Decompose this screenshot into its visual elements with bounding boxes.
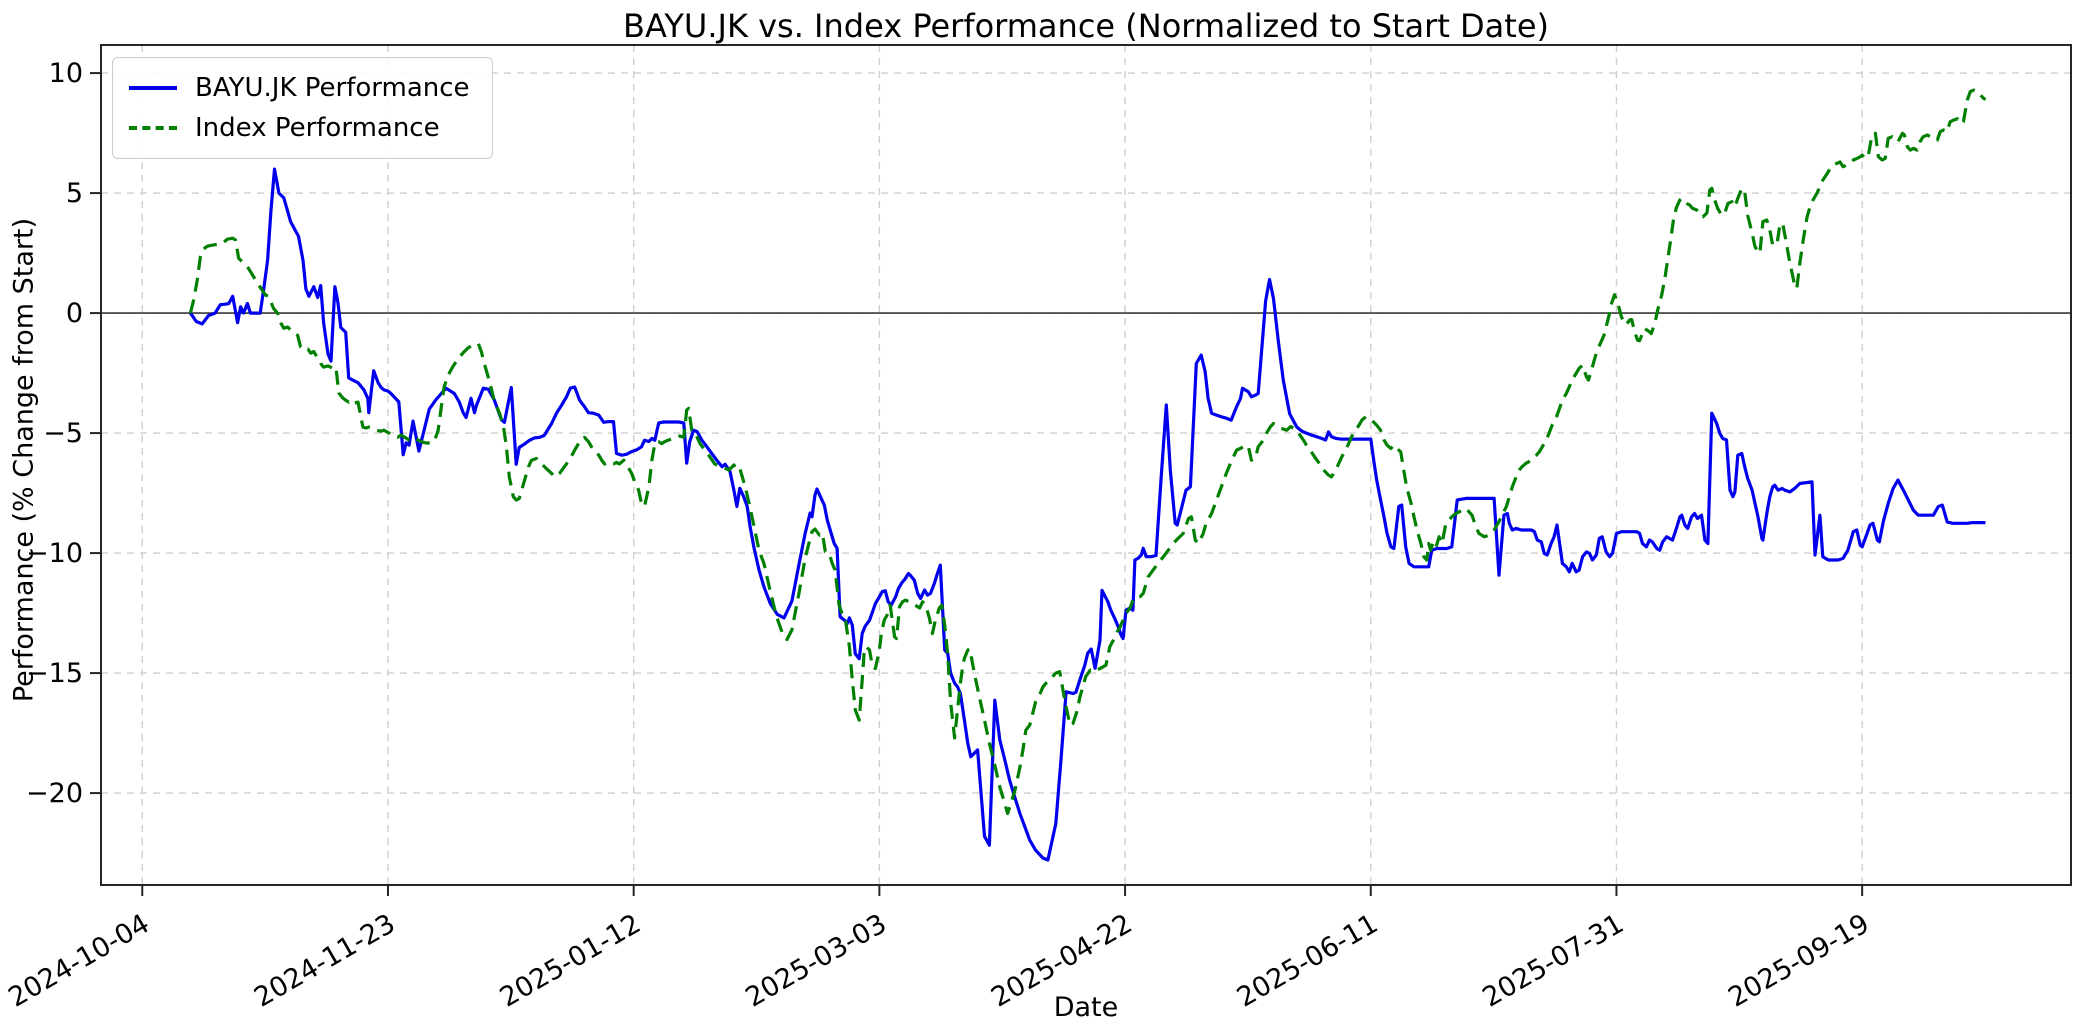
x-axis-label: Date: [1053, 992, 1119, 1023]
legend-label-index: Index Performance: [195, 113, 440, 143]
plot-border: [100, 44, 2072, 886]
y-tick-label: −10: [26, 538, 83, 569]
grid-lines: [101, 45, 2071, 885]
y-tick-label: −5: [43, 418, 83, 449]
legend-item-index: Index Performance: [129, 108, 470, 148]
legend-line-solid-icon: [129, 86, 177, 90]
chart-title: BAYU.JK vs. Index Performance (Normalize…: [623, 7, 1549, 45]
y-tick-label: −15: [26, 658, 83, 689]
y-tick-label: 10: [49, 58, 83, 89]
legend-line-dashed-icon: [129, 126, 177, 130]
series-line-index: [188, 88, 1987, 816]
legend-item-bayu: BAYU.JK Performance: [129, 68, 470, 108]
tick-marks: [90, 72, 1864, 896]
y-tick-label: −20: [26, 778, 83, 809]
legend-label-bayu: BAYU.JK Performance: [195, 73, 470, 103]
y-tick-label: 5: [66, 178, 83, 209]
y-axis-label: Performance (% Change from Start): [8, 217, 40, 703]
legend-box: BAYU.JK Performance Index Performance: [112, 57, 493, 159]
y-tick-labels: 10 5 0 −5 −10 −15 −20: [26, 58, 83, 809]
series-line-bayu: [189, 167, 1986, 862]
y-tick-label: 0: [66, 298, 83, 329]
